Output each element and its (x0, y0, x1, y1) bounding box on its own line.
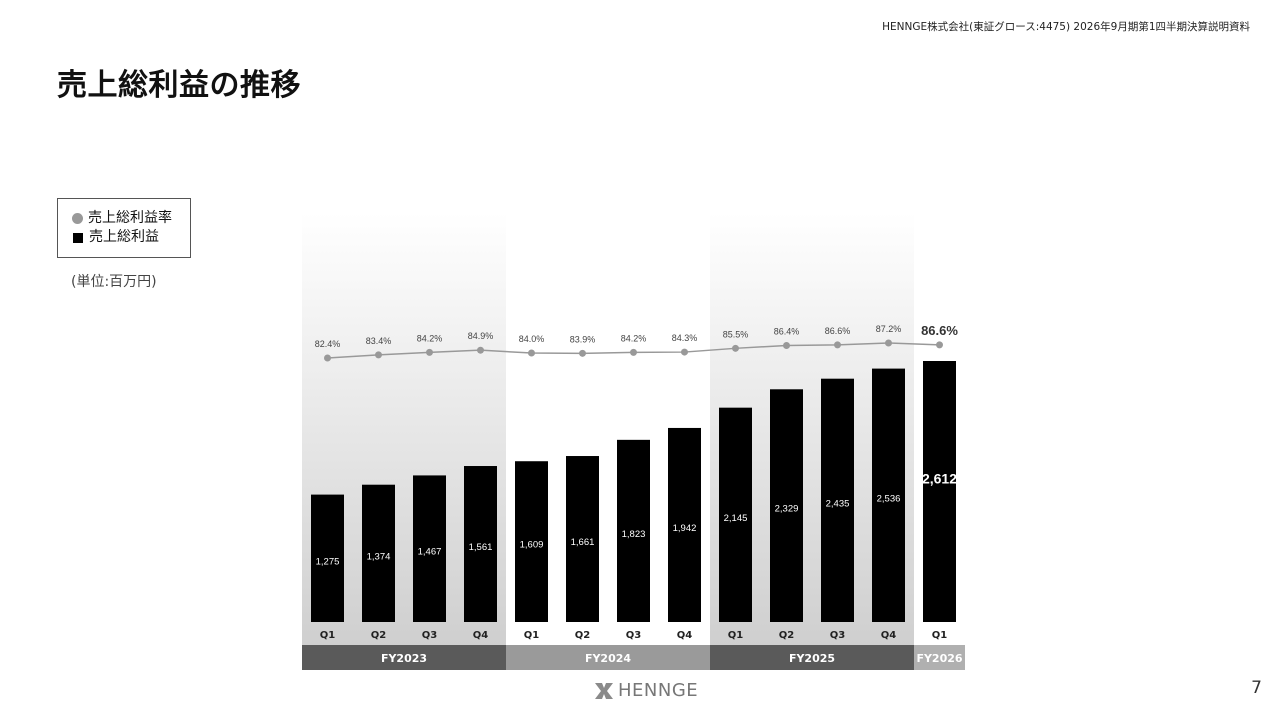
bar-value-label: 1,609 (520, 540, 544, 551)
rate-value-label: 84.0% (519, 334, 545, 344)
bar-value-label: 1,561 (469, 542, 493, 553)
x-tick-label: Q2 (779, 630, 795, 641)
x-tick-label: Q1 (932, 630, 948, 641)
x-tick-label: Q2 (575, 630, 591, 641)
bar-value-label: 1,823 (622, 529, 646, 540)
chart-legend: 売上総利益率 売上総利益 (57, 198, 191, 258)
bar-value-label: 1,374 (367, 551, 391, 562)
bar (872, 368, 905, 622)
bar-value-label: 1,661 (571, 537, 595, 548)
fiscal-year-band-fy2024 (506, 645, 710, 670)
legend-label-rate: 売上総利益率 (88, 210, 172, 226)
bar (719, 407, 752, 622)
bar (668, 427, 701, 622)
rate-point (375, 351, 382, 359)
bar-series (311, 361, 956, 622)
legend-item-profit: 売上総利益 (72, 228, 190, 247)
bar (362, 484, 395, 622)
bar-value-label: 2,329 (775, 504, 799, 515)
bar-value-label: 2,435 (826, 498, 850, 509)
page-number: 7 (1251, 678, 1262, 698)
rate-value-label: 84.9% (468, 331, 494, 341)
x-axis: FY2023 FY2024 FY2025 FY2026 Q1 Q2 Q3 Q4 Q1 Q2 Q3 Q4… (302, 630, 965, 670)
rate-point (732, 344, 739, 352)
rate-point (834, 341, 841, 349)
rate-value-label: 83.9% (570, 334, 596, 344)
rate-point (324, 354, 331, 362)
legend-item-rate: 売上総利益率 (72, 209, 190, 228)
footer-logo: HENNGE (594, 680, 698, 701)
rate-value-label: 86.4% (774, 327, 800, 337)
bar (413, 475, 446, 622)
x-tick-label: Q4 (881, 630, 897, 641)
bar-value-label: 2,145 (724, 513, 748, 524)
x-tick-label: Q1 (728, 630, 744, 641)
bar (566, 456, 599, 622)
bar-value-label: 2,612 (922, 471, 957, 487)
fiscal-year-label: FY2026 (916, 652, 962, 665)
fiscal-year-label: FY2023 (381, 652, 427, 665)
rate-value-label: 84.2% (417, 333, 443, 343)
bar-value-label: 1,942 (673, 523, 697, 534)
legend-label-profit: 売上総利益 (89, 229, 159, 245)
x-tick-label: Q4 (677, 630, 693, 641)
rate-value-label: 87.2% (876, 324, 902, 334)
square-marker-icon (73, 232, 83, 243)
bar-value-label: 1,275 (316, 556, 340, 567)
hennge-logo-icon (595, 682, 613, 699)
bar-value-label: 2,536 (877, 493, 901, 504)
rate-value-label: 85.5% (723, 329, 749, 339)
rate-point (528, 349, 535, 357)
rate-value-label: 86.6% (921, 323, 958, 338)
bar (515, 461, 548, 622)
fiscal-year-band-fy2023 (302, 645, 506, 670)
bar (770, 389, 803, 622)
x-tick-label: Q3 (626, 630, 642, 641)
bar (464, 466, 497, 622)
rate-point (477, 346, 484, 354)
fiscal-year-band-fy2026 (914, 645, 965, 670)
bar (311, 494, 344, 622)
rate-point (579, 349, 586, 357)
logo-text: HENNGE (618, 680, 699, 701)
rate-value-label: 84.2% (621, 333, 647, 343)
fiscal-year-band-fy2025 (710, 645, 914, 670)
x-tick-label: Q1 (524, 630, 540, 641)
unit-note: (単位:百万円) (71, 274, 157, 290)
x-tick-label: Q3 (830, 630, 846, 641)
rate-value-label: 86.6% (825, 326, 851, 336)
x-tick-label: Q2 (371, 630, 387, 641)
document-header-note: HENNGE株式会社(東証グロース:4475) 2026年9月期第1四半期決算説… (882, 21, 1250, 33)
fiscal-year-label: FY2025 (789, 652, 835, 665)
bar (923, 361, 956, 622)
x-tick-label: Q3 (422, 630, 438, 641)
x-tick-label: Q4 (473, 630, 489, 641)
rate-point (426, 348, 433, 356)
rate-value-label: 84.3% (672, 333, 698, 343)
rate-point (681, 348, 688, 356)
rate-point (936, 341, 943, 349)
line-series (324, 339, 943, 362)
rate-value-label: 82.4% (315, 339, 341, 349)
bar (821, 378, 854, 622)
rate-value-label: 83.4% (366, 336, 392, 346)
bar-value-label: 1,467 (418, 547, 442, 558)
rate-point (783, 342, 790, 349)
page-title: 売上総利益の推移 (57, 68, 301, 103)
x-tick-label: Q1 (320, 630, 336, 641)
bar (617, 439, 650, 622)
data-labels: 1,275 1,374 1,467 1,561 1,609 1,661 1,823 1,942… (315, 323, 959, 567)
rate-point (885, 339, 892, 347)
circle-marker-icon (72, 213, 83, 224)
rate-point (630, 348, 637, 356)
fiscal-year-label: FY2024 (585, 652, 631, 665)
